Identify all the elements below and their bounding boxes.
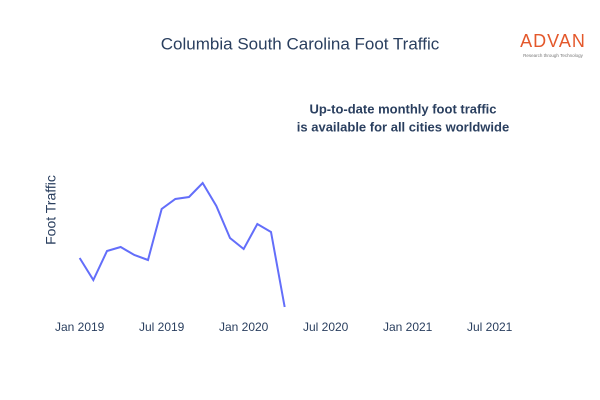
annotation: is available for all cities worldwide bbox=[297, 119, 509, 134]
x-tick-label: Jan 2021 bbox=[383, 320, 433, 334]
x-tick-label: Jul 2020 bbox=[303, 320, 349, 334]
x-tick-label: Jan 2020 bbox=[219, 320, 269, 334]
y-axis-label: Foot Traffic bbox=[43, 175, 59, 245]
x-tick-label: Jul 2019 bbox=[139, 320, 185, 334]
x-tick-label: Jan 2019 bbox=[55, 320, 105, 334]
logo-tagline: Research through Technology bbox=[523, 53, 583, 58]
line bbox=[78, 181, 286, 308]
annotation: Up-to-date monthly foot traffic bbox=[309, 101, 496, 116]
logo: ADVAN bbox=[520, 31, 586, 51]
chart-title: Columbia South Carolina Foot Traffic bbox=[161, 34, 440, 53]
x-tick-label: Jul 2021 bbox=[467, 320, 513, 334]
